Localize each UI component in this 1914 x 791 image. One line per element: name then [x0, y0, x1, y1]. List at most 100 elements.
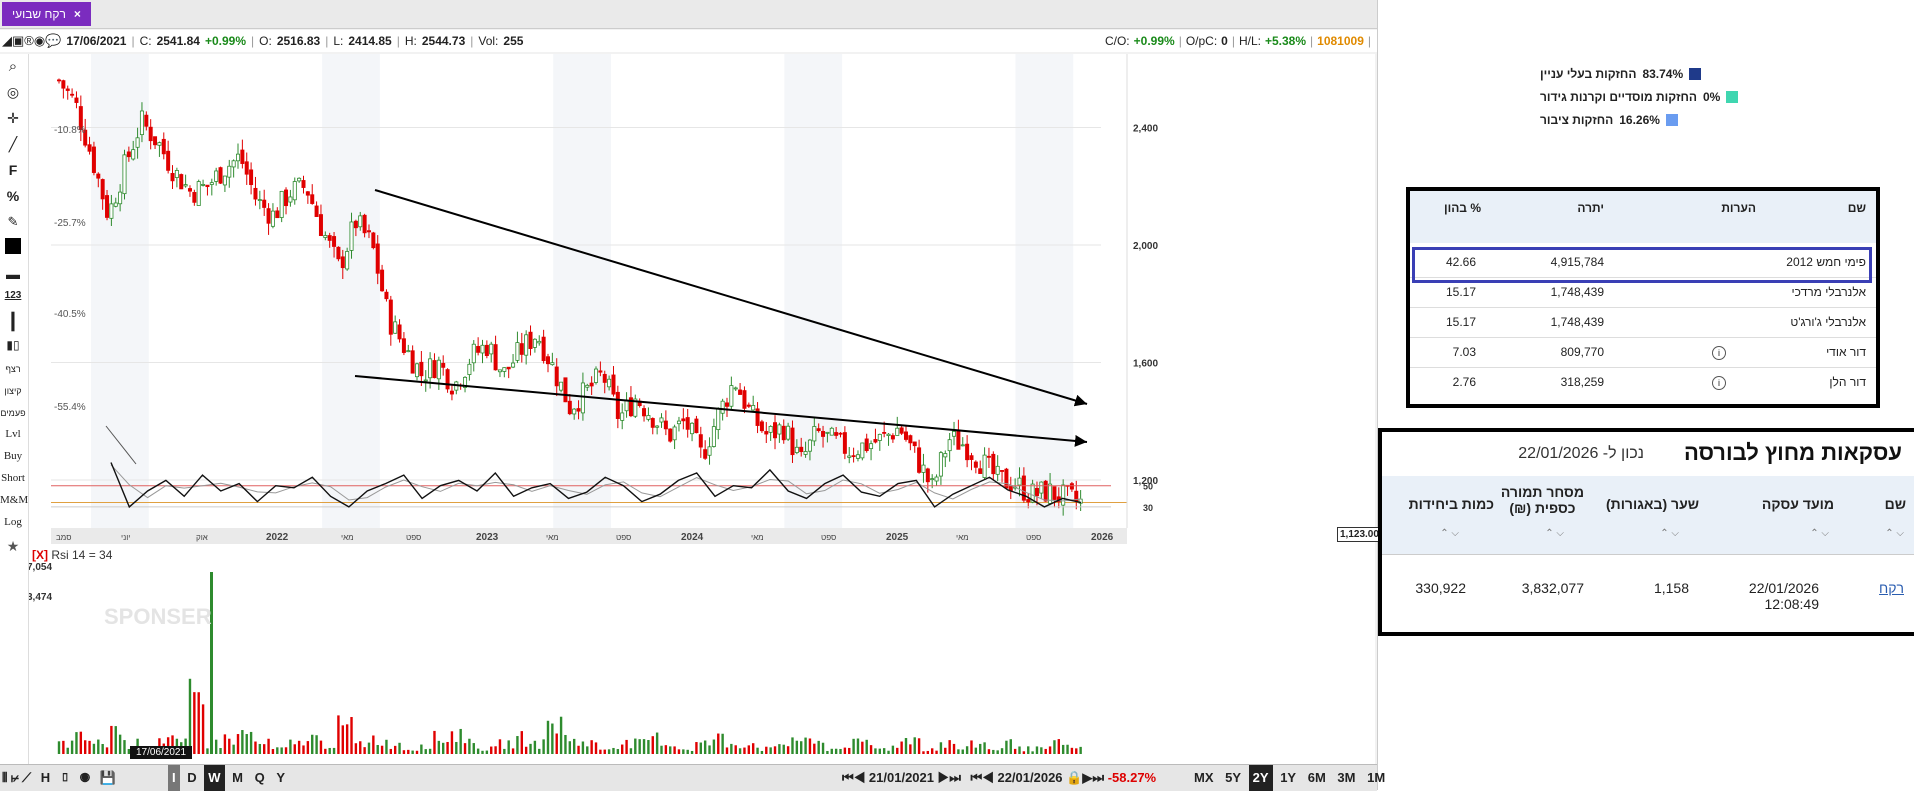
eye-icon[interactable]: ◎ — [6, 84, 20, 100]
candle-body — [349, 221, 354, 251]
table-row[interactable]: אלנרבלי מרדכי 1,748,439 15.17 — [1410, 277, 1876, 308]
period-q[interactable]: Q — [254, 770, 265, 785]
volume-bar — [996, 750, 999, 754]
close-label: C: — [139, 34, 152, 48]
candle-body — [580, 382, 585, 414]
sort-icon[interactable]: ⌵ ⌃ — [1810, 528, 1829, 539]
info-icon[interactable]: i — [1712, 367, 1726, 397]
volume-bar — [708, 745, 711, 754]
candle-body — [148, 126, 153, 142]
chart-plot[interactable]: 2,400 2,000 1,600 1,200 -10.8% -25.7% -40.5% -5… — [27, 54, 1382, 764]
volume-bar — [1000, 748, 1004, 754]
range-3m[interactable]: 3M — [1337, 770, 1356, 785]
range-6m[interactable]: 6M — [1307, 770, 1326, 785]
legend-pct: 83.74% — [1642, 66, 1684, 81]
sort-icon[interactable]: ⌵ ⌃ — [1885, 528, 1904, 539]
volume-bar — [101, 743, 104, 754]
sort-icon[interactable]: ⌵ ⌃ — [1545, 528, 1564, 539]
period-d[interactable]: D — [187, 770, 197, 785]
toolbar-item-1[interactable]: רצף — [5, 364, 21, 374]
period-m[interactable]: M — [232, 770, 244, 785]
range-1m[interactable]: 1M — [1367, 770, 1386, 785]
candle-body — [930, 478, 935, 481]
volume-bar — [813, 743, 816, 754]
candle-body — [83, 129, 88, 146]
vertical-line-icon[interactable]: ┃ — [8, 314, 18, 331]
forward-icon[interactable]: ▶⏭ — [937, 770, 961, 785]
rewind-2-icon[interactable]: ⏮◀ — [970, 770, 994, 785]
col-notes[interactable]: הערות — [1721, 201, 1756, 215]
col-qty[interactable]: כמות ביחידות — [1408, 496, 1494, 512]
sort-icon[interactable]: ⌵ ⌃ — [1440, 528, 1459, 539]
rsi-tick-label: 30 — [1143, 503, 1153, 513]
123-icon[interactable]: 123 — [4, 290, 22, 301]
toolbar-item-7[interactable]: M&M — [0, 494, 29, 506]
volume-bar — [917, 738, 921, 754]
period-i[interactable]: I — [168, 765, 180, 791]
color-icon[interactable] — [0, 238, 26, 257]
candle-body — [807, 439, 812, 452]
candle-body — [681, 418, 686, 422]
y-tick-label: 2,400 — [1133, 123, 1158, 134]
volume-bar — [267, 738, 270, 754]
offex-name-link[interactable]: רקח — [1879, 580, 1904, 596]
volume-bar — [1048, 746, 1052, 754]
star-icon[interactable]: ★ — [6, 538, 20, 554]
candle-body — [720, 400, 725, 414]
candles-icon[interactable]: ▮▯ — [6, 338, 20, 352]
col-time[interactable]: מועד עסקה — [1761, 496, 1834, 512]
col-pct[interactable]: % בהון — [1443, 201, 1481, 215]
volume-bar — [965, 746, 969, 754]
percent-icon[interactable]: % — [6, 188, 20, 204]
upper-trendline — [374, 189, 1088, 407]
col-price[interactable]: שער (באגורות) — [1606, 496, 1699, 512]
toolbar-item-5[interactable]: Buy — [3, 450, 23, 462]
candle-body — [759, 421, 764, 432]
table-row[interactable]: אלנרבלי ג'ורג'ט 1,748,439 15.17 — [1410, 307, 1876, 338]
line-weight-icon[interactable]: ▬ — [6, 266, 20, 282]
col-name[interactable]: שם — [1847, 201, 1866, 215]
toolbar-item-3[interactable]: פעמים — [0, 408, 26, 418]
col-name[interactable]: שם — [1884, 496, 1906, 512]
volume-bar — [1079, 746, 1082, 754]
candle-body — [428, 358, 433, 379]
sort-icon[interactable]: ⌵ ⌃ — [1660, 528, 1679, 539]
table-row[interactable]: פימי חמש 2012 4,915,784 42.66 — [1410, 247, 1876, 278]
col-balance[interactable]: יתרה — [1577, 201, 1604, 215]
chart-tab[interactable]: רקח שבועי × — [2, 2, 91, 26]
volume-bar — [258, 743, 262, 754]
toolbar-item-8[interactable]: Log — [4, 516, 22, 528]
lock-icon[interactable]: 🔒▶⏭ — [1066, 770, 1105, 785]
volume-bar — [297, 740, 301, 754]
table-row[interactable]: דור אודי i 809,770 7.03 — [1410, 337, 1876, 368]
volume-bar — [306, 741, 310, 754]
chart-type-icons[interactable]: ⫴⊬⟋ H ▯ ◉ 💾 — [2, 770, 119, 785]
rsi-close-tag[interactable]: [X] — [32, 548, 48, 562]
candle-body — [1021, 475, 1026, 501]
range-2y[interactable]: 2Y — [1248, 765, 1273, 791]
pen-icon[interactable]: ╱ — [8, 136, 18, 152]
range-1y[interactable]: 1Y — [1280, 770, 1297, 785]
chart-tools-icon[interactable]: ◢▣®◉💬 — [2, 33, 62, 48]
period-w[interactable]: W — [204, 765, 225, 791]
info-icon[interactable]: i — [1712, 337, 1726, 367]
toolbar-item-4[interactable]: Lvl — [5, 428, 21, 440]
search-icon[interactable]: ⌕ — [8, 58, 18, 75]
text-f-icon[interactable]: F — [8, 162, 18, 178]
table-row[interactable]: דור הלן i 318,259 2.76 — [1410, 367, 1876, 397]
range-5y[interactable]: 5Y — [1225, 770, 1242, 785]
toolbar-item-2[interactable]: קיצון — [4, 386, 22, 396]
col-turnover[interactable]: מסחר תמורה כספית (₪) — [1500, 484, 1584, 516]
legend-row-institutions: 0% החזקות מוסדיים וקרנות גידור — [1540, 85, 1810, 108]
crosshair-icon[interactable]: ✛ — [7, 110, 19, 126]
end-date[interactable]: 22/01/2026 — [997, 770, 1063, 785]
info-date: 17/06/2021 — [66, 34, 127, 48]
edit-icon[interactable]: ✎ — [7, 214, 19, 229]
period-y[interactable]: Y — [276, 770, 286, 785]
toolbar-item-6[interactable]: Short — [1, 472, 25, 484]
volume-bar — [695, 742, 698, 754]
start-date[interactable]: 21/01/2021 — [868, 770, 934, 785]
tab-close-icon[interactable]: × — [73, 7, 81, 21]
range-mx[interactable]: MX — [1194, 770, 1214, 785]
rewind-icon[interactable]: ⏮◀ — [842, 770, 866, 785]
